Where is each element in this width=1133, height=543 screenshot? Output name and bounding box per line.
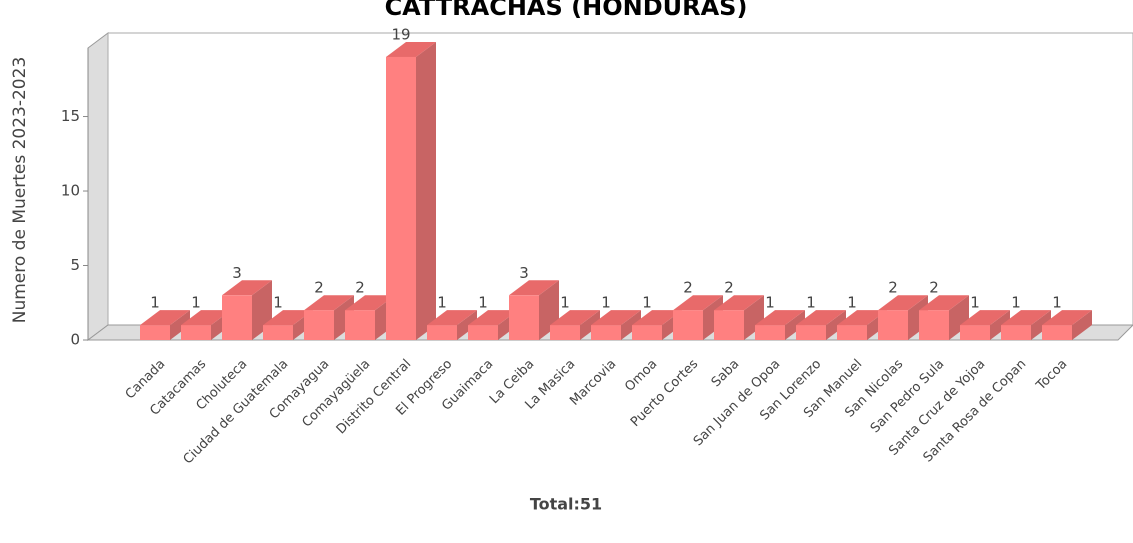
y-tick-label: 10 xyxy=(61,182,80,200)
value-label: 1 xyxy=(847,294,857,312)
x-tick-label: Saba xyxy=(709,357,743,391)
bar xyxy=(837,325,867,340)
bar-top xyxy=(140,310,190,326)
bar xyxy=(427,325,457,340)
y-axis-label: Numero de Muertes 2023-2023 xyxy=(10,57,30,324)
value-label: 2 xyxy=(683,279,693,297)
value-label: 1 xyxy=(806,294,816,312)
bar xyxy=(919,310,949,340)
bar-top xyxy=(796,310,846,326)
x-tick-label: Tocoa xyxy=(1033,357,1070,394)
bar-top xyxy=(468,310,518,326)
bar-side xyxy=(457,310,477,340)
bar-top xyxy=(181,310,231,326)
value-label: 1 xyxy=(273,294,283,312)
value-label: 2 xyxy=(355,279,365,297)
y-tick-label: 15 xyxy=(61,107,80,125)
bar xyxy=(878,310,908,340)
bar-top xyxy=(263,310,313,326)
bar xyxy=(714,310,744,340)
bar-side xyxy=(580,310,600,340)
bar xyxy=(140,325,170,340)
bar-top xyxy=(673,295,723,311)
bar-side xyxy=(949,295,969,340)
bar-side xyxy=(908,295,928,340)
footer: Total:51 xyxy=(530,495,602,514)
bar-side xyxy=(170,310,190,340)
bar-side xyxy=(826,310,846,340)
bar xyxy=(591,325,621,340)
bar xyxy=(345,310,375,340)
bar-top xyxy=(591,310,641,326)
x-tick-label: San Pedro Sula xyxy=(868,357,948,437)
bar xyxy=(304,310,334,340)
back-wall xyxy=(107,32,1133,326)
value-label: 1 xyxy=(970,294,980,312)
value-label: 2 xyxy=(888,279,898,297)
value-label: 1 xyxy=(150,294,160,312)
value-label: 1 xyxy=(765,294,775,312)
bar-top xyxy=(1001,310,1051,326)
bar xyxy=(386,56,416,340)
y-tick-label: 0 xyxy=(70,331,80,349)
value-label: 19 xyxy=(391,25,410,43)
bar-top xyxy=(714,295,764,311)
bar-side xyxy=(703,295,723,340)
bar xyxy=(673,310,703,340)
value-label: 2 xyxy=(929,279,939,297)
bar xyxy=(796,325,826,340)
bar-side xyxy=(785,310,805,340)
x-tick-label: Omoa xyxy=(622,357,660,395)
bar xyxy=(468,325,498,340)
bar-side xyxy=(990,310,1010,340)
bar-side xyxy=(1072,310,1092,340)
bar-side xyxy=(416,41,436,340)
value-label: 1 xyxy=(1011,294,1021,312)
bar-top xyxy=(427,310,477,326)
bar xyxy=(960,325,990,340)
bar-top xyxy=(345,295,395,311)
bar-top xyxy=(837,310,887,326)
bar-top xyxy=(509,280,559,296)
bar xyxy=(263,325,293,340)
side-wall xyxy=(87,32,109,341)
bar-top xyxy=(304,295,354,311)
value-label: 1 xyxy=(1052,294,1062,312)
bar-top xyxy=(632,310,682,326)
bar-top xyxy=(222,280,272,296)
bar-top xyxy=(878,295,928,311)
bar xyxy=(755,325,785,340)
value-label: 1 xyxy=(601,294,611,312)
value-label: 1 xyxy=(642,294,652,312)
x-tick-label: Distrito Central xyxy=(334,357,415,438)
value-label: 1 xyxy=(478,294,488,312)
bar xyxy=(1042,325,1072,340)
bar xyxy=(222,295,252,340)
bar xyxy=(509,295,539,340)
bar-side xyxy=(744,295,764,340)
chart-title: CATTRACHAS (HONDURAS) xyxy=(385,0,748,21)
bar-top xyxy=(919,295,969,311)
value-label: 2 xyxy=(724,279,734,297)
value-label: 3 xyxy=(232,264,242,282)
y-tick-label: 5 xyxy=(70,256,80,274)
value-label: 3 xyxy=(519,264,529,282)
bar-side xyxy=(334,295,354,340)
bar xyxy=(1001,325,1031,340)
bar xyxy=(550,325,580,340)
bar xyxy=(632,325,662,340)
bar-side xyxy=(1031,310,1051,340)
bar-top xyxy=(1042,310,1092,326)
bar-top xyxy=(755,310,805,326)
value-label: 1 xyxy=(560,294,570,312)
bar-side xyxy=(621,310,641,340)
value-label: 1 xyxy=(437,294,447,312)
bar-top xyxy=(550,310,600,326)
value-label: 1 xyxy=(191,294,201,312)
bar-top xyxy=(386,41,436,57)
bar xyxy=(181,325,211,340)
bar-top xyxy=(960,310,1010,326)
value-label: 2 xyxy=(314,279,324,297)
